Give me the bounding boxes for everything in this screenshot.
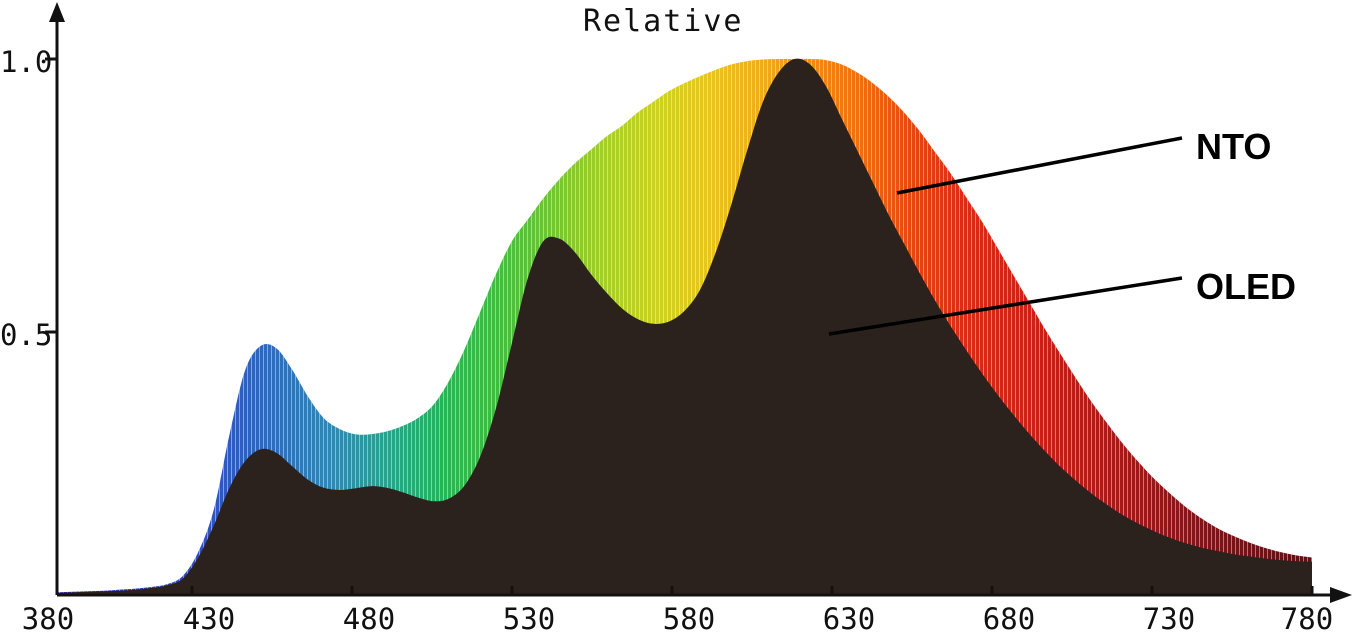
axis-lines (45, 2, 1352, 603)
y-tick-label: 0.5 (0, 318, 53, 352)
x-tick-label: 480 (342, 602, 396, 636)
x-tick-label: 680 (982, 602, 1036, 636)
x-tick-label: 580 (662, 602, 716, 636)
x-tick-label: 380 (21, 602, 75, 636)
callout-line-nto (896, 136, 1183, 195)
callout-line-oled (828, 276, 1183, 336)
x-tick-label: 730 (1142, 602, 1196, 636)
series-label-oled: OLED (1196, 266, 1297, 307)
x-tick-label: 530 (502, 602, 556, 636)
x-tick-label: 780 (1280, 602, 1334, 636)
chart-title: Relative (583, 4, 744, 39)
y-tick-label: 1.0 (0, 45, 53, 79)
series-area-oled (57, 58, 1312, 596)
series-label-nto: NTO (1196, 126, 1272, 167)
x-tick-label: 430 (182, 602, 236, 636)
x-tick-label: 630 (822, 602, 876, 636)
